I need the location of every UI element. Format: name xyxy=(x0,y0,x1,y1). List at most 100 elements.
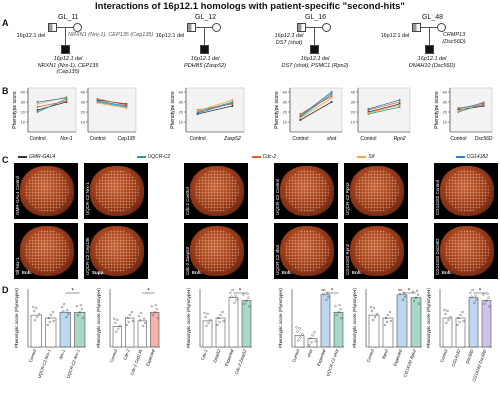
series-point xyxy=(65,97,68,99)
series-line xyxy=(300,95,332,115)
descent-line xyxy=(314,28,315,45)
y-tick-label: 20 xyxy=(81,110,86,115)
data-point xyxy=(385,320,389,324)
series-point xyxy=(125,105,128,107)
category-label: shot xyxy=(306,348,314,358)
data-point xyxy=(322,292,325,295)
y-axis-label: Phenotypic score (Flynotyper) xyxy=(186,288,191,348)
series-point xyxy=(330,93,333,95)
series-line xyxy=(368,99,400,110)
series-point xyxy=(482,104,485,106)
y-tick-label: 10 xyxy=(179,120,184,125)
eye-genotype-label: UQCR-C2 shot xyxy=(275,244,280,275)
pedigree-id: GL_48 xyxy=(422,14,444,21)
significance-marker: * xyxy=(479,289,482,295)
series-point xyxy=(36,109,39,111)
proband-genotype: 16p12.1 del DNAH10 (Dsc56D) xyxy=(408,56,456,69)
data-point xyxy=(314,340,317,343)
data-point xyxy=(473,301,476,304)
eye-genotype-label: CG14182 Control xyxy=(435,179,440,215)
series-line xyxy=(368,101,400,111)
data-point xyxy=(38,313,41,316)
bar xyxy=(202,320,213,348)
series-line xyxy=(300,91,332,117)
bar xyxy=(59,311,71,348)
data-point xyxy=(222,319,225,323)
series-point xyxy=(96,102,99,104)
series-line xyxy=(368,104,400,114)
category-label: Control xyxy=(28,349,37,363)
data-point xyxy=(115,330,118,333)
category-label: CG14182 xyxy=(451,348,462,367)
bar xyxy=(455,317,466,348)
data-point xyxy=(461,310,464,314)
proband-symbol xyxy=(425,45,434,54)
interaction-tag: Enh. xyxy=(442,270,452,275)
bar xyxy=(241,300,252,348)
data-point xyxy=(486,292,489,295)
y-tick-label: 30 xyxy=(81,100,86,105)
data-point xyxy=(63,303,66,306)
panel-letter-c: C xyxy=(2,155,9,165)
legend-label: Sif xyxy=(368,153,375,160)
series-point xyxy=(457,108,460,110)
data-point xyxy=(126,316,129,320)
proband-genotype: 16p12.1 del DST (shot), PSMC1 (Rpn2) xyxy=(281,56,349,69)
pedigree-id: GL_11 xyxy=(58,14,79,21)
bar xyxy=(320,294,331,348)
legend-swatch xyxy=(357,155,367,158)
data-point xyxy=(76,314,79,317)
data-point xyxy=(230,295,233,298)
data-point xyxy=(297,339,300,342)
series-point xyxy=(398,106,401,108)
y-axis-label: Phenotypic score (Flynotyper) xyxy=(96,288,101,348)
bar xyxy=(45,317,57,348)
mother-symbol xyxy=(73,23,82,32)
data-point xyxy=(221,310,224,314)
legend-item: Cdc-2 xyxy=(251,152,276,161)
data-point xyxy=(229,291,232,294)
y-tick-label: 40 xyxy=(443,90,448,95)
y-tick-label: 30 xyxy=(179,100,184,105)
data-point xyxy=(204,315,207,318)
data-point xyxy=(155,308,158,311)
eye-image: CG14182 Control xyxy=(434,163,498,219)
eye-genotype-label: CG14182 Rpn2 xyxy=(345,243,350,275)
data-point xyxy=(151,314,154,317)
series-point xyxy=(96,100,99,102)
bar xyxy=(125,317,135,348)
series-line xyxy=(368,103,400,113)
series-line xyxy=(300,93,332,118)
data-point xyxy=(242,293,245,296)
plot-area xyxy=(357,87,411,133)
panel-letter-d: D xyxy=(2,285,9,295)
data-point xyxy=(117,327,120,330)
category-label: Nrx-1 xyxy=(58,349,66,360)
eye-image-grid: GMR-GAL4 Control UQCR-C2 Nrx-1 Cdc-2 Contr… xyxy=(14,163,500,281)
y-tick-label: 40 xyxy=(351,90,356,95)
data-point xyxy=(138,314,141,317)
category-label: Dsc56D xyxy=(465,349,475,365)
fly-eye xyxy=(190,166,244,216)
data-point xyxy=(80,308,83,311)
bar xyxy=(294,335,305,348)
data-point xyxy=(139,318,142,321)
y-axis-label: Phenotype score xyxy=(170,91,176,129)
marriage-line xyxy=(57,27,73,28)
father-symbol xyxy=(297,23,306,32)
data-point xyxy=(51,310,54,314)
series-point xyxy=(367,112,370,114)
father-symbol xyxy=(187,23,196,32)
y-tick-label: 40 xyxy=(283,90,288,95)
data-point xyxy=(483,302,486,305)
bar xyxy=(333,311,344,348)
pedigree-gl48: GL_48 16p12.1 del CRMP13 (Dsc56D) 16p12.… xyxy=(380,14,495,84)
series-point xyxy=(65,100,68,102)
data-point xyxy=(66,309,69,312)
eye-image: UQCR-C2 Cep135 Supp. xyxy=(84,223,148,279)
data-point xyxy=(219,313,222,317)
data-point xyxy=(308,344,311,347)
data-point xyxy=(325,298,328,301)
series-line xyxy=(458,101,484,112)
